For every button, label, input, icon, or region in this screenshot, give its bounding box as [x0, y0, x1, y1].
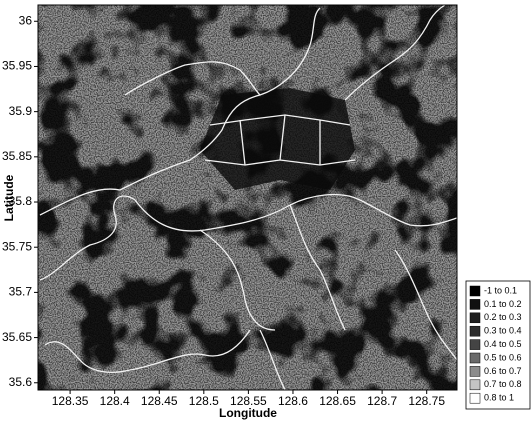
legend-swatch: [470, 326, 480, 336]
y-tick-label: 35.9: [9, 104, 33, 118]
legend-swatch: [470, 313, 480, 323]
x-tick-label: 128.65: [319, 394, 356, 408]
legend-label: 0.1 to 0.2: [484, 299, 522, 309]
legend-swatch: [470, 353, 480, 363]
legend-label: 0.5 to 0.6: [484, 352, 522, 362]
y-tick-label: 35.75: [2, 239, 32, 253]
x-axis-label: Longitude: [219, 406, 277, 420]
legend-swatch: [470, 366, 480, 376]
legend-swatch: [470, 286, 480, 296]
x-tick-label: 128.75: [408, 394, 445, 408]
x-tick-label: 128.55: [230, 394, 267, 408]
legend-label: 0.7 to 0.8: [484, 379, 522, 389]
y-tick-label: 35.65: [2, 330, 32, 344]
legend-label: 0.6 to 0.7: [484, 366, 522, 376]
map-image: [38, 5, 457, 390]
y-tick-label: 35.7: [9, 285, 33, 299]
x-tick-label: 128.45: [141, 394, 178, 408]
legend-label: -1 to 0.1: [484, 285, 517, 295]
y-tick-label: 36: [19, 13, 33, 27]
legend-label: 0.4 to 0.5: [484, 339, 522, 349]
x-tick-label: 128.4: [100, 394, 130, 408]
legend-label: 0.2 to 0.3: [484, 312, 522, 322]
legend-label: 0.8 to 1: [484, 393, 514, 403]
y-tick-label: 35.6: [9, 375, 33, 389]
x-tick-label: 128.7: [367, 394, 397, 408]
y-tick-label: 35.85: [2, 149, 32, 163]
legend-swatch: [470, 299, 480, 309]
legend-swatch: [470, 340, 480, 350]
legend-label: 0.3 to 0.4: [484, 326, 522, 336]
y-tick-label: 35.8: [9, 194, 33, 208]
legend-swatch: [470, 380, 480, 390]
legend-swatch: [470, 393, 480, 403]
map-figure: Longitude Latitude 128.35128.4128.45128.…: [0, 0, 531, 426]
x-tick-label: 128.6: [278, 394, 308, 408]
x-tick-label: 128.5: [189, 394, 219, 408]
x-tick-label: 128.35: [52, 394, 89, 408]
y-tick-label: 35.95: [2, 59, 32, 73]
